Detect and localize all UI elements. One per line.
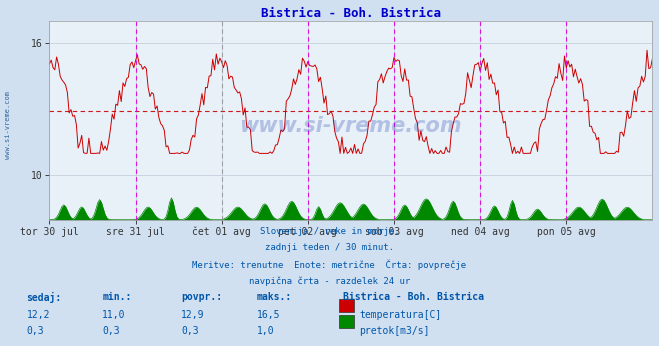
Text: Meritve: trenutne  Enote: metrične  Črta: povprečje: Meritve: trenutne Enote: metrične Črta: … [192, 260, 467, 270]
Title: Bistrica - Boh. Bistrica: Bistrica - Boh. Bistrica [261, 7, 441, 20]
Text: zadnji teden / 30 minut.: zadnji teden / 30 minut. [265, 243, 394, 252]
Text: 1,0: 1,0 [257, 326, 275, 336]
Text: 0,3: 0,3 [26, 326, 44, 336]
Text: www.si-vreme.com: www.si-vreme.com [5, 91, 11, 158]
Text: min.:: min.: [102, 292, 132, 302]
Text: 12,9: 12,9 [181, 310, 205, 320]
Text: 11,0: 11,0 [102, 310, 126, 320]
Text: 0,3: 0,3 [181, 326, 199, 336]
Text: maks.:: maks.: [257, 292, 292, 302]
Text: 12,2: 12,2 [26, 310, 50, 320]
Text: sedaj:: sedaj: [26, 292, 61, 303]
Text: 0,3: 0,3 [102, 326, 120, 336]
Text: Bistrica - Boh. Bistrica: Bistrica - Boh. Bistrica [343, 292, 484, 302]
Text: temperatura[C]: temperatura[C] [359, 310, 442, 320]
Text: Slovenija / reke in morje.: Slovenija / reke in morje. [260, 227, 399, 236]
Text: www.si-vreme.com: www.si-vreme.com [240, 116, 462, 136]
Text: 16,5: 16,5 [257, 310, 281, 320]
Text: povpr.:: povpr.: [181, 292, 222, 302]
Text: pretok[m3/s]: pretok[m3/s] [359, 326, 430, 336]
Text: navpična črta - razdelek 24 ur: navpična črta - razdelek 24 ur [249, 276, 410, 286]
